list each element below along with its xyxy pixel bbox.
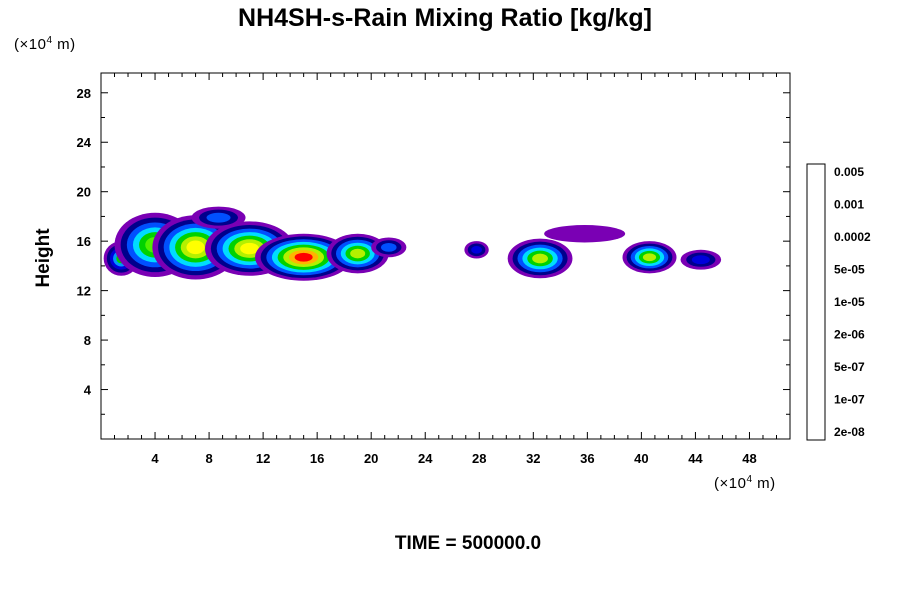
x-tick-label: 28 [472,451,486,466]
colorbar-label: 1e-05 [834,295,865,309]
x-tick-label: 36 [580,451,594,466]
contour-blob-3-level-2 [206,212,231,223]
colorbar-label: 0.0002 [834,230,871,244]
x-tick-label: 48 [742,451,756,466]
x-tick-label: 12 [256,451,270,466]
x-tick-label: 8 [205,451,212,466]
y-axis-label: Height [33,228,54,288]
colorbar-label: 2e-06 [834,328,865,342]
contour-blob-12-level-2 [691,255,710,265]
contour-blob-2-level-6 [186,240,205,255]
x-unit-label: (×104 m) [714,474,776,492]
contour-blob-9-level-5 [532,253,548,264]
contour-blob-8-level-2 [471,246,482,254]
plot-frame [100,72,791,440]
contour-blob-4-level-6 [240,242,260,255]
x-tick-label: 16 [310,451,324,466]
y-tick-label: 28 [77,86,91,101]
contour-blob-5-level-7 [294,252,313,262]
x-tick-label: 4 [151,451,159,466]
colorbar-label: 5e-07 [834,360,865,374]
colorbar-label: 5e-05 [834,263,865,277]
y-tick-label: 12 [77,284,91,299]
colorbar-label: 0.001 [834,198,864,212]
colorbar: 2e-08 1e-07 5e-07 2e-06 1e-05 5e-05 0.0002 0.00… [806,163,871,441]
y-tick-label: 4 [84,383,92,398]
y-tick-label: 8 [84,333,91,348]
chart-title: NH4SH-s-Rain Mixing Ratio [kg/kg] [238,4,652,32]
y-tick-label: 24 [77,135,92,150]
x-tick-label: 24 [418,451,433,466]
x-tick-label: 32 [526,451,540,466]
colorbar-frame [806,163,826,441]
contour-blob-11-level-5 [642,253,657,262]
colorbar-label: 0.005 [834,165,864,179]
plot-area [103,206,722,281]
x-tick-label: 44 [688,451,703,466]
y-tick-label: 16 [77,234,91,249]
y-tick-label: 20 [77,185,91,200]
colorbar-label: 2e-08 [834,425,865,439]
contour-blob-10-level-0 [544,225,626,243]
contour-blob-7-level-2 [380,242,397,252]
colorbar-label: 1e-07 [834,392,865,406]
x-tick-label: 40 [634,451,648,466]
x-tick-label: 20 [364,451,378,466]
time-label: TIME = 500000.0 [395,533,541,554]
y-unit-label: (×104 m) [14,35,76,53]
contour-blob-6-level-5 [350,248,366,259]
